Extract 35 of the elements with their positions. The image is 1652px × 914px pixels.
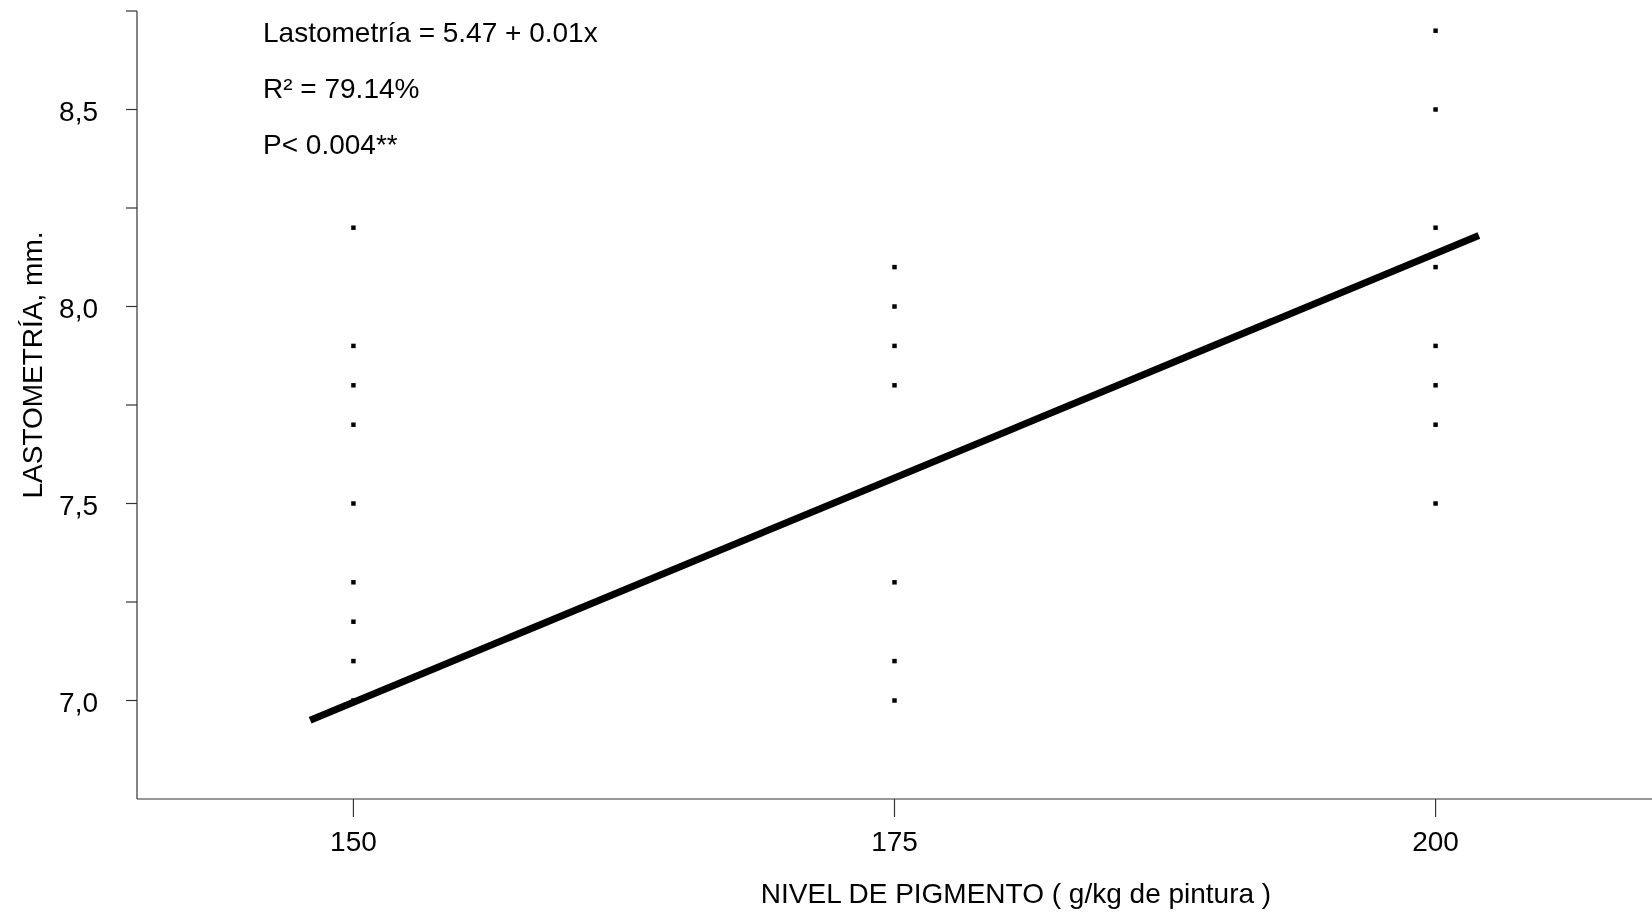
point xyxy=(351,658,356,664)
point xyxy=(351,619,356,624)
y-tick-label: 7,0 xyxy=(59,686,98,718)
point xyxy=(1433,264,1438,270)
x-tick-label: 175 xyxy=(871,826,918,857)
point xyxy=(351,343,356,349)
point xyxy=(892,658,897,664)
x-tick-label: 200 xyxy=(1412,826,1459,857)
x-tick-label: 150 xyxy=(330,826,377,857)
point xyxy=(351,225,356,230)
y-tick-label: 7,5 xyxy=(59,489,98,521)
point xyxy=(1433,107,1438,112)
point xyxy=(351,501,356,506)
point xyxy=(892,580,897,585)
point xyxy=(1433,343,1438,349)
point xyxy=(351,383,356,388)
y-tick-label: 8,0 xyxy=(59,292,98,324)
point xyxy=(892,264,897,270)
y-axis-title: LASTOMETRÍA, mm. xyxy=(17,231,48,499)
point xyxy=(1433,501,1438,506)
point xyxy=(892,304,897,309)
point xyxy=(351,422,356,427)
point xyxy=(1433,383,1438,388)
point xyxy=(1433,28,1438,33)
point xyxy=(892,383,897,388)
point xyxy=(1433,422,1438,427)
annotation: Lastometría = 5.47 + 0.01x xyxy=(263,17,598,48)
annotation: R² = 79.14% xyxy=(263,73,420,104)
y-tick-label: 8,5 xyxy=(59,95,98,127)
point xyxy=(892,343,897,349)
point xyxy=(892,698,897,703)
x-axis-title: NIVEL DE PIGMENTO ( g/kg de pintura ) xyxy=(760,878,1272,909)
annotation: P< 0.004** xyxy=(263,129,398,160)
point xyxy=(1433,225,1438,230)
point xyxy=(351,580,356,585)
